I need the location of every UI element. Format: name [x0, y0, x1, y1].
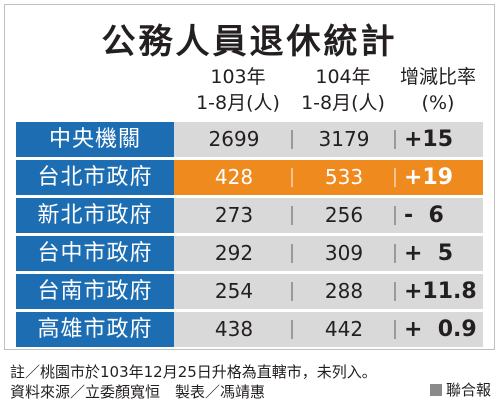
column-header-1: 103年 1-8月(人)	[188, 64, 288, 116]
column-divider	[394, 168, 396, 187]
column-header-line1: 增減比率	[399, 66, 476, 88]
column-header-line2: 1-8月(人)	[301, 92, 385, 114]
row-label: 中央機關	[16, 122, 174, 157]
cell-103: 273	[214, 203, 254, 227]
cell-104: 256	[324, 203, 364, 227]
cell-104: 442	[324, 317, 364, 341]
cell-103: 292	[214, 241, 254, 265]
column-header-line1: 103年	[210, 66, 266, 88]
row-label: 台南市政府	[16, 274, 174, 309]
cell-change-pct: - 6	[404, 203, 444, 228]
cell-change-pct: +15	[404, 127, 454, 152]
source-label: 聯合報	[446, 381, 492, 399]
column-divider	[394, 206, 396, 225]
table-row: 台北市政府 428 533 +19	[16, 160, 483, 195]
column-divider	[394, 320, 396, 339]
column-divider	[291, 168, 293, 187]
column-divider	[291, 206, 293, 225]
column-header-3: 增減比率 (%)	[388, 64, 488, 116]
cell-103: 254	[214, 279, 254, 303]
cell-change-pct: + 0.9	[404, 317, 477, 342]
cell-change-pct: +19	[404, 165, 454, 190]
table-row: 中央機關 2699 3179 +15	[16, 122, 483, 157]
cell-change-pct: +11.8	[404, 279, 477, 304]
cell-103: 428	[214, 165, 254, 189]
column-header-2: 104年 1-8月(人)	[293, 64, 393, 116]
row-label: 台北市政府	[16, 160, 174, 195]
column-header-line2: 1-8月(人)	[196, 92, 280, 114]
table-row: 新北市政府 273 256 - 6	[16, 198, 483, 233]
column-header-line1: 104年	[315, 66, 371, 88]
cell-103: 438	[214, 317, 254, 341]
cell-104: 288	[324, 279, 364, 303]
column-divider	[291, 130, 293, 149]
cell-104: 309	[324, 241, 364, 265]
row-label: 高雄市政府	[16, 312, 174, 347]
table-row: 台南市政府 254 288 +11.8	[16, 274, 483, 309]
column-divider	[394, 282, 396, 301]
column-divider	[291, 282, 293, 301]
table-row: 高雄市政府 438 442 + 0.9	[16, 312, 483, 347]
cell-change-pct: + 5	[404, 241, 454, 266]
table-row: 台中市政府 292 309 + 5	[16, 236, 483, 271]
cell-104: 533	[324, 165, 364, 189]
column-divider	[394, 244, 396, 263]
source-marker-icon	[430, 384, 442, 396]
credit-line: 資料來源／立委顏寬恒 製表／馮靖惠	[10, 383, 266, 401]
column-divider	[394, 130, 396, 149]
cell-103: 2699	[208, 127, 260, 151]
column-divider	[291, 320, 293, 339]
row-label: 新北市政府	[16, 198, 174, 233]
column-header-line2: (%)	[421, 92, 455, 114]
row-label: 台中市政府	[16, 236, 174, 271]
cell-104: 3179	[318, 127, 370, 151]
footnote: 註／桃園市於103年12月25日升格為直轄市，未列入。	[10, 363, 377, 381]
chart-title: 公務人員退休統計	[101, 22, 398, 62]
column-divider	[291, 244, 293, 263]
